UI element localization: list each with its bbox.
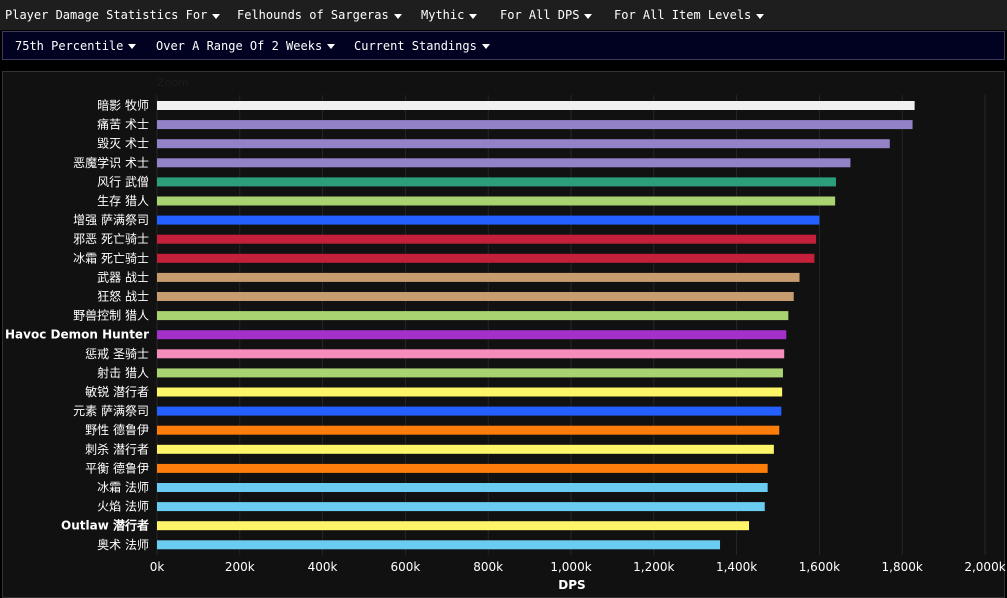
category-label: 暗影 牧师 [97,98,149,113]
standings-dropdown[interactable]: Current Standings [354,32,490,59]
x-tick-label: 0k [150,560,165,574]
x-tick-label: 1,200k [633,560,674,574]
percentile-label: 75th Percentile [15,38,124,53]
category-label: 平衡 德鲁伊 [85,460,149,475]
bar[interactable] [157,158,851,168]
category-label: 生存 猎人 [97,194,149,208]
category-label: 痛苦 术士 [97,117,149,132]
filter-menu-bar: Player Damage Statistics For Felhounds o… [0,0,1007,31]
x-axis-title: DPS [558,578,585,592]
bar[interactable] [157,444,774,454]
bar[interactable] [157,502,765,512]
category-label: 敏锐 潜行者 [85,384,149,399]
difficulty-dropdown[interactable]: Mythic [421,0,478,30]
x-tick-label: 1,800k [882,560,923,574]
time-range-label: Over A Range Of 2 Weeks [156,38,323,53]
bar[interactable] [157,272,800,282]
category-label: Outlaw 潜行者 [61,518,149,533]
x-tick-label: 600k [390,560,420,574]
chevron-down-icon [469,13,478,19]
category-label: 狂怒 战士 [97,289,149,304]
item-level-label: For All Item Levels [614,8,752,22]
x-tick-label: 200k [225,560,255,574]
x-tick-label: 400k [308,560,338,574]
difficulty-label: Mythic [421,8,465,22]
category-label: 野兽控制 猎人 [73,309,149,323]
bar[interactable] [157,406,782,416]
x-tick-label: 800k [473,560,503,574]
bar[interactable] [157,368,783,378]
options-menu-bar: 75th Percentile Over A Range Of 2 Weeks … [2,31,1005,60]
category-label: 武器 战士 [97,270,149,284]
bar[interactable] [157,330,787,340]
x-tick-label: 1,400k [716,560,757,574]
bar[interactable] [157,311,789,321]
bar[interactable] [157,234,817,244]
percentile-dropdown[interactable]: 75th Percentile [15,32,137,59]
role-label: For All DPS [500,8,580,22]
x-tick-label: 1,000k [550,560,591,574]
item-level-dropdown[interactable]: For All Item Levels [614,0,765,30]
category-label: 邪恶 死亡骑士 [73,232,149,246]
category-label: 刺杀 潜行者 [85,441,149,456]
category-label: 风行 武僧 [97,175,149,189]
bar[interactable] [157,196,836,206]
bar[interactable] [157,101,915,110]
chevron-down-icon [481,44,490,49]
bar[interactable] [157,521,750,531]
category-label: Havoc Demon Hunter [5,328,149,342]
chevron-down-icon [584,13,593,19]
x-tick-label: 1,600k [799,560,840,574]
bar[interactable] [157,253,815,263]
category-label: 恶魔学识 术士 [73,155,149,170]
chevron-down-icon [393,13,402,19]
category-label: 增强 萨满祭司 [73,213,149,227]
bar[interactable] [157,120,913,130]
chevron-down-icon [212,13,221,19]
category-label: 火焰 法师 [97,499,149,514]
chevron-down-icon [327,44,336,49]
bar[interactable] [157,483,768,492]
zoom-label[interactable]: Zoom [157,76,189,89]
bar[interactable] [157,215,820,225]
x-tick-label: 2,000k [964,560,1005,574]
bar[interactable] [157,292,794,301]
stat-type-dropdown[interactable]: Player Damage Statistics For [5,0,221,30]
bar[interactable] [157,425,780,435]
category-label: 惩戒 圣骑士 [85,347,149,361]
category-label: 元素 萨满祭司 [73,404,149,418]
chevron-down-icon [128,44,137,49]
category-label: 野性 德鲁伊 [85,422,149,437]
bar[interactable] [157,387,783,397]
boss-dropdown[interactable]: Felhounds of Sargeras [237,0,402,30]
chevron-down-icon [756,13,765,19]
category-label: 冰霜 死亡骑士 [73,251,149,265]
category-label: 射击 猎人 [97,365,149,380]
category-label: 奥术 法师 [97,538,149,552]
bar[interactable] [157,463,768,473]
category-label: 冰霜 法师 [97,481,149,495]
stat-type-label: Player Damage Statistics For [5,8,208,22]
boss-label: Felhounds of Sargeras [237,8,389,22]
bar[interactable] [157,349,785,359]
role-dropdown[interactable]: For All DPS [500,0,593,30]
time-range-dropdown[interactable]: Over A Range Of 2 Weeks [156,32,336,59]
bar[interactable] [157,139,890,149]
bar[interactable] [157,177,836,187]
standings-label: Current Standings [354,38,477,53]
category-label: 毁灭 术士 [97,136,149,151]
bar[interactable] [157,540,721,550]
